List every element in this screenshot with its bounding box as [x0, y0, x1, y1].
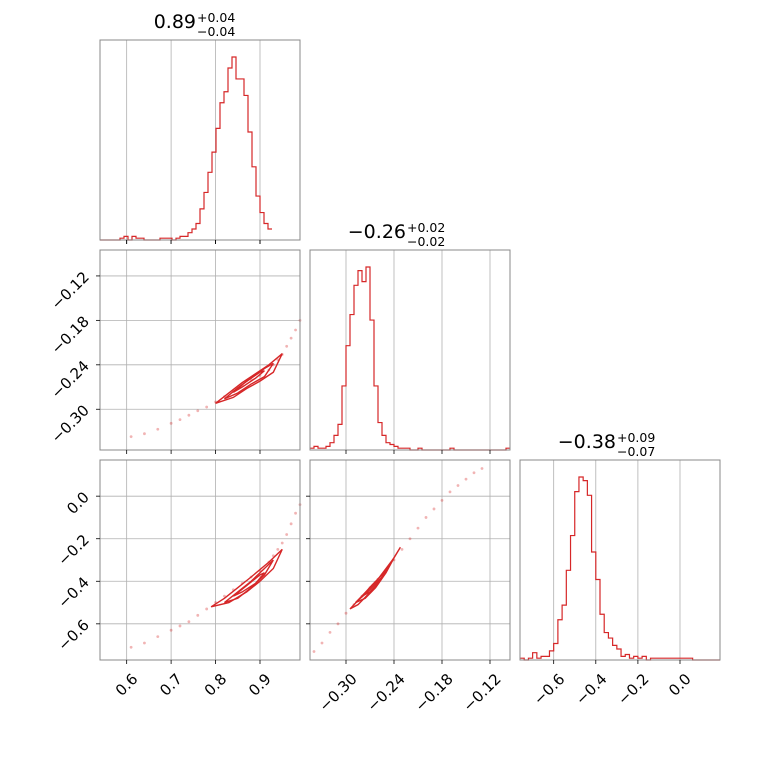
pair-3-1-sample-point-5 [187, 620, 191, 624]
diag-2-title-lower: −0.02 [407, 234, 445, 249]
pair-3-1-yticklabel-3: −0.6 [54, 616, 92, 654]
pair-3-2-frame [309, 459, 511, 661]
pair-3-2-xticklabel-1: −0.24 [364, 670, 409, 715]
pair-3-2-contour-2 [361, 570, 387, 597]
pair-2-1-yticklabel-3: −0.30 [48, 401, 93, 446]
pair-3-1-sample-point-6 [196, 613, 200, 617]
pair-3-2-panel: −0.30 −0.24 −0.18 −0.12 [306, 459, 511, 715]
pair-3-1-xticklabel-3: 0.9 [245, 670, 275, 700]
pair-3-2-sample-point-16 [440, 499, 444, 502]
pair-2-1-sample-point-6 [196, 409, 200, 413]
diag-2-frame [309, 249, 511, 451]
diag-1-frame [99, 39, 301, 241]
pair-2-1-sample-point-20 [294, 328, 297, 332]
pair-2-1-contour-1 [223, 362, 274, 400]
pair-2-1-sample-point-4 [178, 418, 182, 422]
pair-3-1-sample-point-1 [143, 641, 146, 645]
pair-3-2-sample-point-12 [408, 537, 412, 541]
diag-3-title-median: −0.38 [558, 431, 616, 453]
diag-1-title-lower: −0.04 [197, 24, 235, 39]
pair-3-1-sample-point-3 [169, 628, 173, 632]
pair-3-2-sample-point-1 [320, 641, 324, 645]
pair-2-1-frame [99, 249, 301, 451]
pair-3-2-sample-point-0 [312, 650, 316, 653]
pair-3-1-sample-point-17 [280, 541, 284, 545]
pair-3-1-xticklabel-1: 0.7 [156, 670, 186, 700]
diag-3-xticklabel-1: −0.4 [572, 670, 610, 708]
pair-2-1-sample-point-18 [285, 344, 289, 348]
pair-3-2-sample-point-17 [448, 490, 452, 494]
pair-3-1-yticklabel-0: 0.0 [63, 488, 93, 518]
diag-1-title-median: 0.89 [154, 11, 196, 33]
pair-2-1-sample-point-5 [187, 413, 191, 417]
pair-2-1-sample-point-2 [156, 427, 160, 431]
diag-2-histogram-steps [310, 266, 510, 451]
diag-3-frame [519, 459, 721, 661]
pair-2-1-yticklabel-0: −0.12 [48, 268, 93, 313]
pair-2-1-yticklabel-1: −0.18 [48, 312, 93, 357]
pair-3-1-sample-point-4 [178, 624, 182, 628]
diag-2-panel: −0.26 +0.02−0.02 [309, 220, 511, 454]
pair-2-1-sample-point-19 [289, 336, 293, 340]
pair-2-1-sample-point-1 [143, 432, 146, 436]
pair-3-1-sample-point-0 [129, 645, 133, 649]
pair-3-1-sample-point-2 [156, 635, 160, 638]
diag-1-title-upper: +0.04 [197, 10, 235, 25]
pair-3-1-frame [99, 459, 301, 661]
pair-3-1-sample-point-20 [294, 511, 297, 515]
pair-3-2-xticklabel-2: −0.18 [412, 670, 457, 715]
pair-2-1-panel: −0.12−0.18−0.24−0.30 [48, 249, 302, 454]
pair-3-1-sample-point-18 [285, 533, 289, 536]
diag-2-title-upper: +0.02 [407, 220, 445, 235]
pair-3-1-yticklabel-2: −0.4 [54, 573, 92, 611]
diag-3-title-upper: +0.09 [617, 430, 655, 445]
pair-2-1-sample-point-7 [205, 405, 209, 409]
pair-2-1-contour-0 [215, 353, 283, 404]
pair-3-2-sample-point-21 [480, 467, 484, 470]
diag-2-title-median: −0.26 [348, 221, 406, 243]
pair-3-2-contour-1 [355, 557, 395, 604]
pair-3-2-sample-point-15 [432, 507, 436, 511]
pair-2-1-contour-2 [232, 370, 265, 393]
diag-3-title-lower: −0.07 [617, 444, 655, 459]
diag-3-xticklabel-3: 0.0 [665, 670, 695, 700]
pair-3-2-sample-point-2 [328, 630, 332, 634]
pair-3-2-sample-point-13 [416, 526, 420, 530]
pair-3-1-sample-point-7 [205, 607, 209, 611]
pair-3-2-xticklabel-0: −0.30 [316, 670, 361, 715]
pair-3-2-sample-point-11 [400, 547, 404, 551]
diag-3-panel: −0.6 −0.4 −0.2 0.0 −0.38 +0.09−0.07 [519, 430, 721, 709]
pair-3-2-sample-point-20 [472, 471, 476, 475]
diag-3-xticklabel-0: −0.6 [530, 670, 568, 708]
pair-3-2-xticklabel-3: −0.12 [460, 670, 505, 715]
pair-3-1-xticklabel-2: 0.8 [201, 670, 231, 700]
pair-3-1-contour-0 [210, 548, 283, 608]
pair-3-2-sample-point-18 [456, 484, 460, 487]
pair-3-2-sample-point-4 [344, 611, 348, 615]
diag-1-histogram-steps [100, 56, 272, 241]
pair-2-1-sample-point-0 [129, 435, 133, 439]
pair-3-2-sample-point-19 [464, 477, 468, 481]
pair-3-1-panel: 0.0 −0.2 −0.4 −0.6 0.6 0.7 0.8 0.9 [54, 459, 302, 700]
pair-2-1-yticklabel-2: −0.24 [48, 357, 93, 402]
pair-3-1-sample-point-19 [289, 522, 293, 526]
pair-3-1-contour-2 [232, 572, 265, 597]
pair-3-2-sample-point-14 [424, 516, 428, 519]
pair-2-1-sample-point-3 [169, 421, 173, 425]
pair-3-2-sample-point-3 [336, 622, 340, 626]
pair-3-1-sample-point-16 [276, 547, 280, 551]
diag-1-panel: 0.89 +0.04−0.04 [99, 10, 301, 244]
pair-3-1-yticklabel-1: −0.2 [54, 531, 92, 569]
diag-3-xticklabel-2: −0.2 [614, 670, 652, 708]
diag-3-histogram-steps [520, 476, 720, 661]
pair-3-1-xticklabel-0: 0.6 [112, 670, 142, 700]
